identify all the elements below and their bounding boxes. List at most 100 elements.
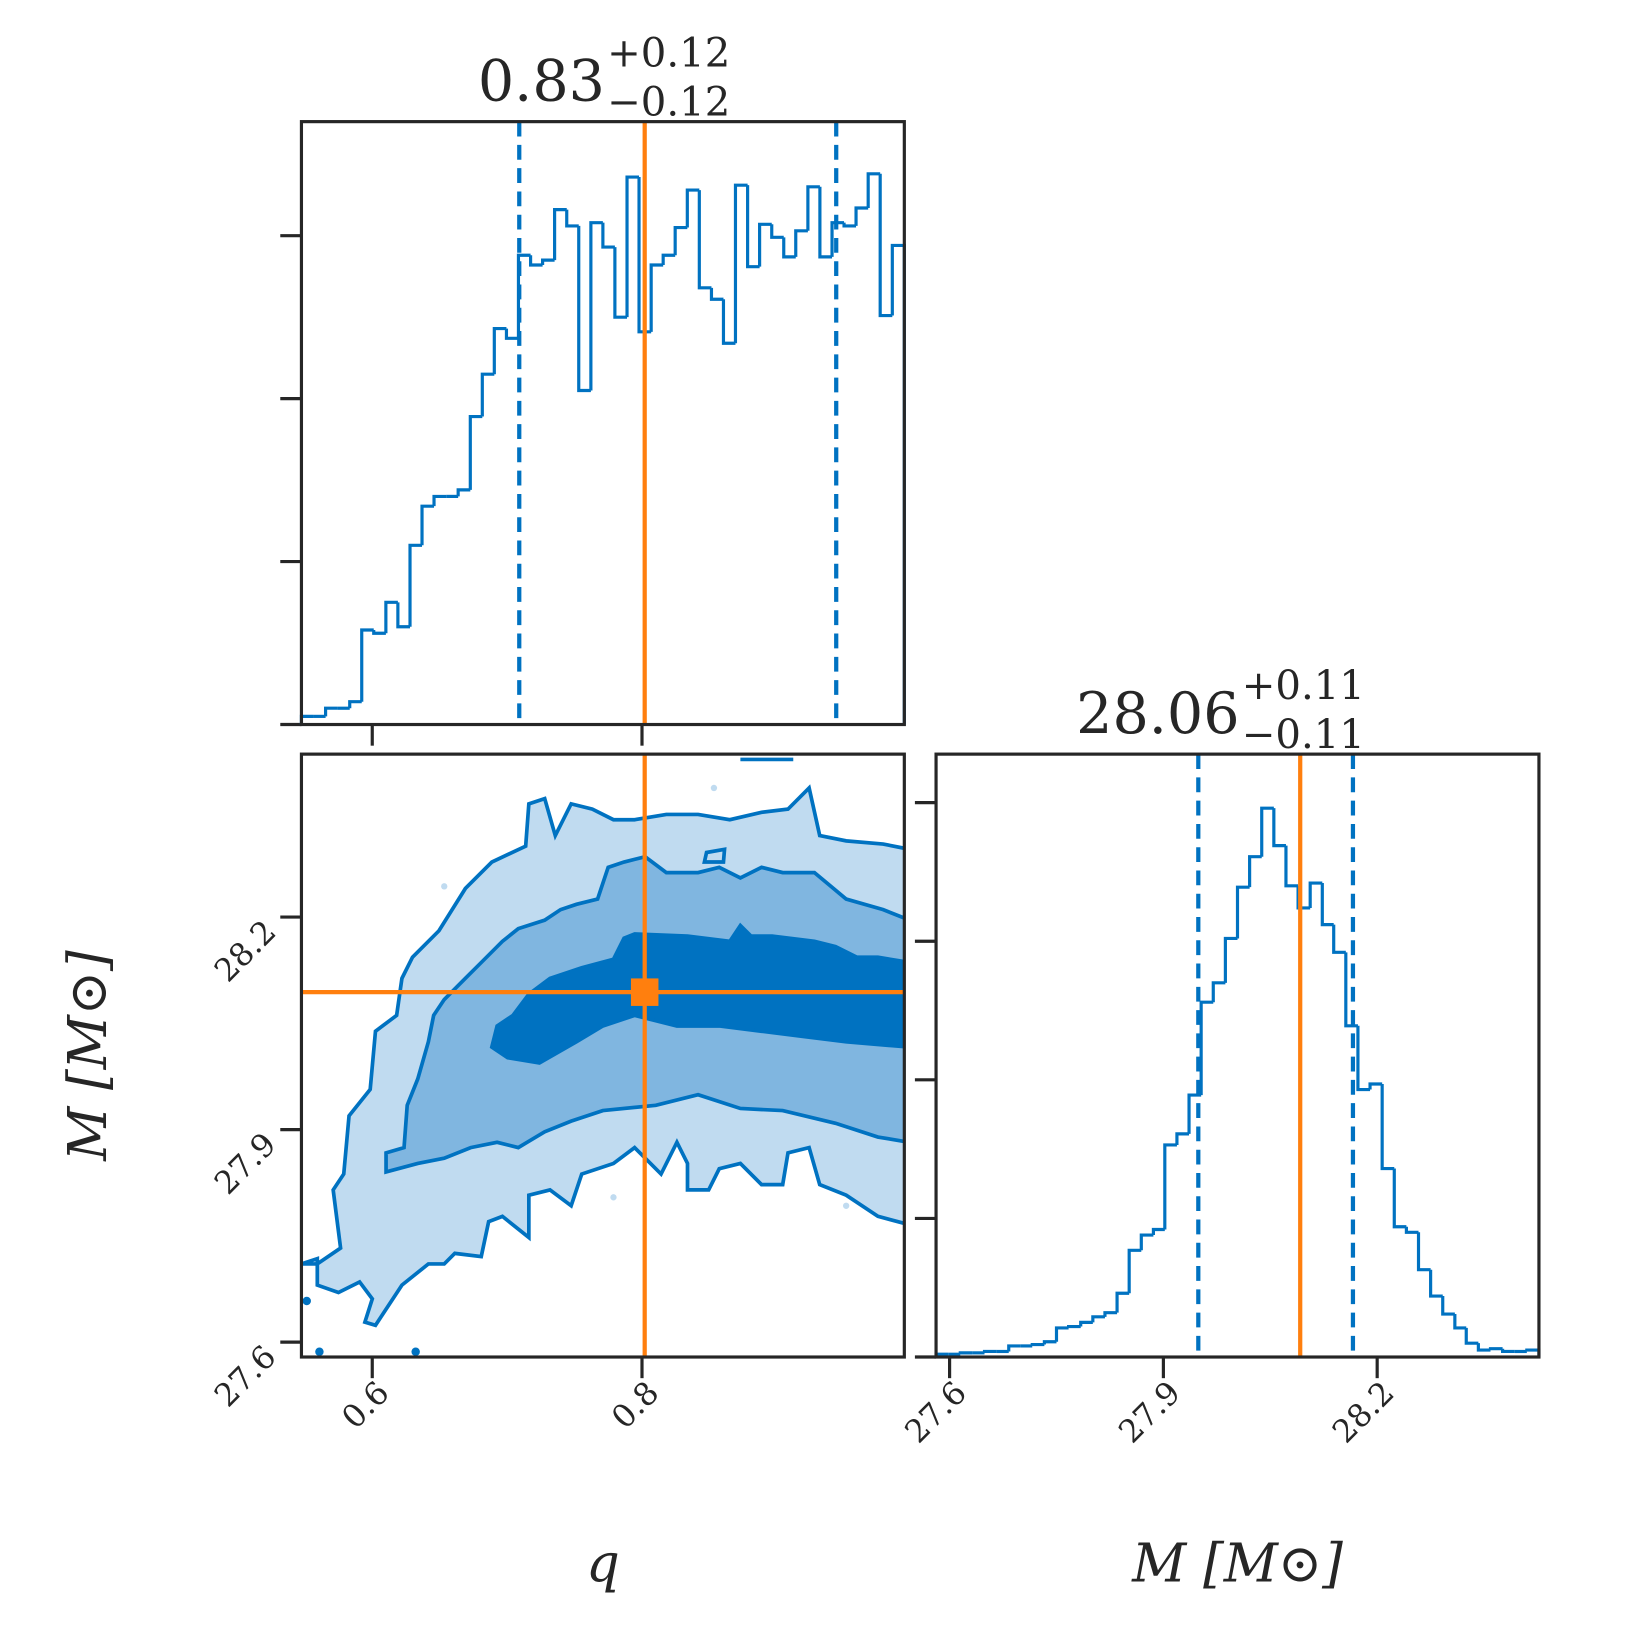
histogram-bin xyxy=(1380,1083,1395,1171)
histogram-bin xyxy=(1175,1132,1190,1145)
histogram-bin xyxy=(1488,1347,1503,1351)
outlier-point xyxy=(441,883,448,890)
histogram-bin xyxy=(1476,1343,1491,1352)
histogram-bin xyxy=(1151,1227,1165,1236)
histogram-bin xyxy=(878,173,893,318)
histogram-bin xyxy=(1067,1324,1081,1329)
histogram-bin xyxy=(1404,1226,1419,1234)
histogram-bin xyxy=(818,186,833,259)
axes-frame xyxy=(934,752,1541,1359)
x-tick-label: 0.6 xyxy=(335,1375,396,1436)
title-median: 0.83 xyxy=(478,48,605,114)
histogram-bin xyxy=(492,326,507,375)
histogram-bin xyxy=(504,328,519,340)
outlier-point xyxy=(610,1194,617,1201)
histogram-bin xyxy=(1260,806,1274,857)
histogram-bin xyxy=(1248,855,1262,888)
histogram-bin xyxy=(697,190,712,290)
histogram-bin xyxy=(1308,881,1323,908)
histogram-bin xyxy=(673,225,688,256)
outlier-point xyxy=(411,1347,420,1356)
truth-marker xyxy=(630,978,659,1006)
histogram-bin xyxy=(1235,885,1250,939)
x-tick-label: 0.8 xyxy=(605,1375,666,1436)
histogram-bin xyxy=(1429,1269,1443,1298)
x-axis-label: M [M⊙] xyxy=(1131,1533,1343,1594)
contours xyxy=(301,757,905,1356)
histogram-bin xyxy=(1284,845,1299,888)
histogram-bin xyxy=(1042,1340,1057,1345)
histogram-bin xyxy=(1320,883,1334,927)
histogram-bin xyxy=(1441,1296,1455,1316)
histogram-bin xyxy=(1187,1093,1202,1134)
histogram-bin xyxy=(794,229,808,257)
x-axis-label: q xyxy=(586,1533,620,1594)
x-tick-label: 27.9 xyxy=(1112,1375,1187,1450)
histogram-bin xyxy=(685,188,700,228)
histogram-bin xyxy=(1079,1320,1093,1327)
histogram-bin xyxy=(1356,1025,1371,1092)
histogram-bin xyxy=(830,221,845,257)
histogram-bin xyxy=(1139,1233,1154,1251)
histogram-bin xyxy=(649,263,664,332)
histogram-bin xyxy=(1416,1232,1431,1272)
histogram-bin xyxy=(456,488,471,497)
histogram-bin xyxy=(746,185,760,269)
histogram-bin xyxy=(866,172,881,208)
histogram-bin xyxy=(613,247,628,319)
histogram-bin xyxy=(408,543,423,627)
title-minus: −0.12 xyxy=(607,79,730,125)
histogram-bin xyxy=(661,253,676,266)
histogram-bin xyxy=(842,222,857,228)
outlier-point xyxy=(302,1296,311,1306)
histogram-bin xyxy=(360,628,374,702)
outlier-point xyxy=(710,784,718,792)
x-tick-label: 27.6 xyxy=(899,1375,974,1450)
histogram-bin xyxy=(601,222,615,249)
histogram-bin xyxy=(958,1351,973,1355)
histogram-bin xyxy=(1007,1344,1021,1352)
histogram-bin xyxy=(1296,885,1311,910)
histogram-bin xyxy=(1163,1143,1177,1230)
histogram-bin xyxy=(1054,1326,1069,1342)
histogram-bin xyxy=(348,700,362,709)
y-tick-label: 27.9 xyxy=(208,1126,283,1201)
histogram-bin xyxy=(384,600,398,634)
y-tick-label: 27.6 xyxy=(208,1339,283,1414)
histogram-bin xyxy=(1127,1248,1142,1294)
histogram-bin xyxy=(432,494,447,507)
histogram-bin xyxy=(637,177,652,334)
histogram-bin xyxy=(1464,1327,1479,1345)
histogram-bin xyxy=(782,237,796,259)
title-plus: +0.12 xyxy=(607,31,730,77)
histogram-bin xyxy=(529,255,543,267)
title-plus: +0.11 xyxy=(1242,663,1365,709)
histogram-bin xyxy=(1392,1168,1407,1229)
histogram-bin xyxy=(480,372,495,417)
histogram-bin xyxy=(577,225,591,393)
y-axis-label: M [M⊙] xyxy=(58,950,119,1162)
histogram-bin xyxy=(1332,924,1346,954)
histogram-bin xyxy=(541,258,555,266)
histogram-bin xyxy=(1199,1000,1214,1096)
histogram-bin xyxy=(1501,1348,1515,1354)
histogram-bin xyxy=(372,630,386,635)
histogram-bin xyxy=(890,243,906,725)
contour-island xyxy=(702,847,727,864)
histogram-bin xyxy=(758,222,772,267)
histogram-bin xyxy=(709,287,724,301)
histogram-bin xyxy=(770,224,784,239)
histogram-bin xyxy=(721,299,736,345)
histogram-bin xyxy=(1453,1314,1467,1330)
histogram-bin xyxy=(1115,1291,1130,1313)
x-tick-label: 28.2 xyxy=(1326,1375,1401,1450)
histogram-bin xyxy=(1223,936,1238,983)
histogram-bin xyxy=(1272,808,1286,848)
histogram-bin xyxy=(420,504,435,546)
histogram-bin xyxy=(553,208,567,261)
histogram-bin xyxy=(1103,1311,1118,1317)
outlier-point xyxy=(315,1347,324,1356)
histogram-bin xyxy=(625,175,640,318)
outlier-point xyxy=(842,1202,850,1209)
